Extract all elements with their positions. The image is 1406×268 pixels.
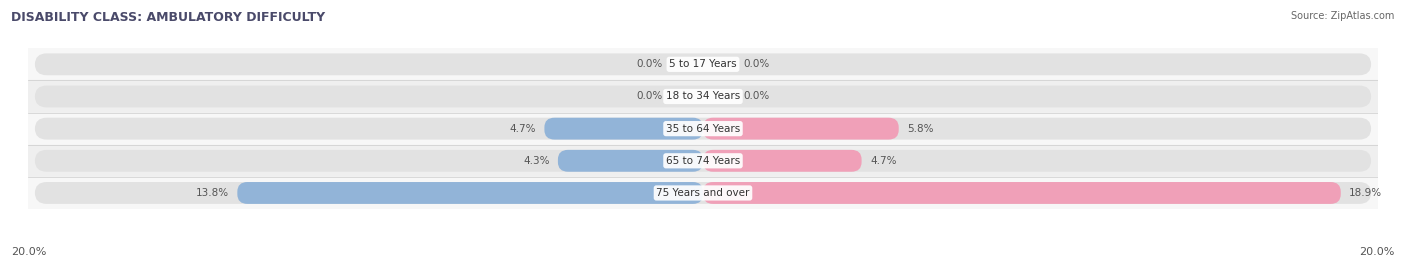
Text: 20.0%: 20.0% — [11, 247, 46, 257]
Text: 0.0%: 0.0% — [637, 59, 662, 69]
FancyBboxPatch shape — [35, 150, 1371, 172]
Text: 0.0%: 0.0% — [744, 59, 769, 69]
Text: 0.0%: 0.0% — [637, 91, 662, 102]
Text: 35 to 64 Years: 35 to 64 Years — [666, 124, 740, 134]
Text: DISABILITY CLASS: AMBULATORY DIFFICULTY: DISABILITY CLASS: AMBULATORY DIFFICULTY — [11, 11, 325, 24]
FancyBboxPatch shape — [35, 85, 1371, 107]
FancyBboxPatch shape — [238, 182, 703, 204]
Text: 20.0%: 20.0% — [1360, 247, 1395, 257]
Text: 4.7%: 4.7% — [509, 124, 536, 134]
FancyBboxPatch shape — [35, 118, 1371, 140]
Text: 0.0%: 0.0% — [744, 91, 769, 102]
Text: 18.9%: 18.9% — [1350, 188, 1382, 198]
Text: 4.3%: 4.3% — [523, 156, 550, 166]
FancyBboxPatch shape — [703, 118, 898, 140]
Text: 13.8%: 13.8% — [195, 188, 229, 198]
FancyBboxPatch shape — [703, 182, 1341, 204]
Bar — [28, 48, 1378, 80]
Bar — [28, 177, 1378, 209]
Text: 18 to 34 Years: 18 to 34 Years — [666, 91, 740, 102]
Bar — [28, 80, 1378, 113]
FancyBboxPatch shape — [703, 150, 862, 172]
FancyBboxPatch shape — [544, 118, 703, 140]
FancyBboxPatch shape — [35, 182, 1371, 204]
FancyBboxPatch shape — [35, 53, 1371, 75]
FancyBboxPatch shape — [558, 150, 703, 172]
Text: 65 to 74 Years: 65 to 74 Years — [666, 156, 740, 166]
Text: 4.7%: 4.7% — [870, 156, 897, 166]
Bar — [28, 113, 1378, 145]
Text: 5 to 17 Years: 5 to 17 Years — [669, 59, 737, 69]
Bar — [28, 145, 1378, 177]
Text: Source: ZipAtlas.com: Source: ZipAtlas.com — [1291, 11, 1395, 21]
Text: 75 Years and over: 75 Years and over — [657, 188, 749, 198]
Text: 5.8%: 5.8% — [907, 124, 934, 134]
